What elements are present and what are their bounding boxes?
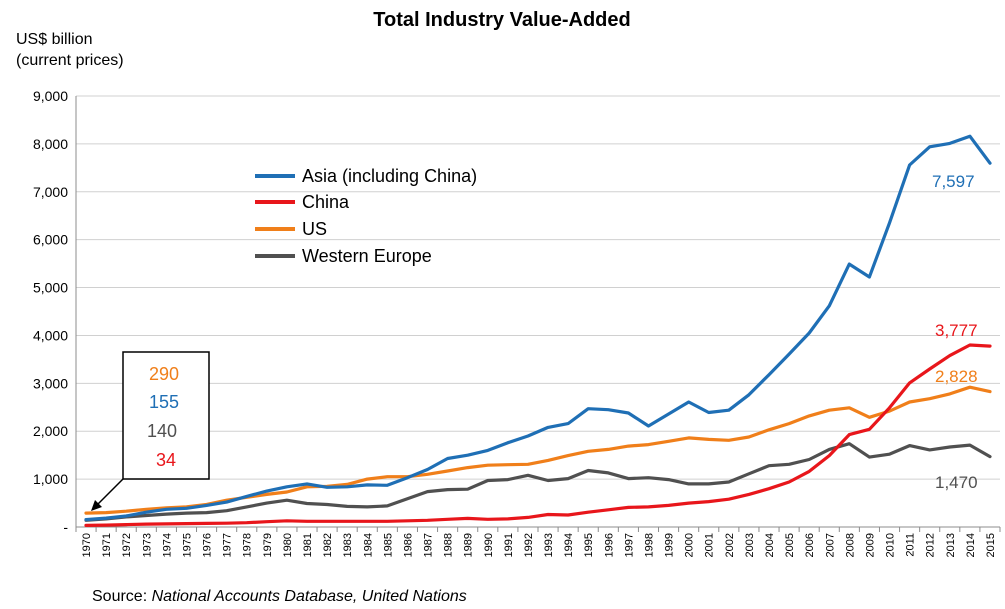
annotation-china-end: 3,777: [935, 321, 978, 340]
x-tick-label: 1978: [242, 533, 254, 557]
y-tick-label: 8,000: [33, 136, 68, 152]
series-line-china: [84, 343, 992, 528]
source-prefix: Source:: [92, 588, 152, 605]
x-tick-label: 1980: [282, 533, 294, 557]
legend-label-china: China: [302, 192, 350, 212]
x-tick-label: 2004: [764, 533, 776, 557]
chart-title: Total Industry Value-Added: [373, 9, 630, 31]
legend-label-asia: Asia (including China): [302, 166, 477, 186]
x-tick-label: 1977: [222, 533, 234, 557]
x-tick-label: 1999: [664, 533, 676, 557]
x-tick-label: 1975: [181, 533, 193, 557]
y-tick-label: 4,000: [33, 327, 68, 343]
x-tick-label: 1998: [643, 533, 655, 557]
y-tick-label: 1,000: [33, 471, 68, 487]
series-line-us: [84, 385, 992, 515]
y-tick-label: -: [63, 519, 68, 535]
y-tick-label: 9,000: [33, 88, 68, 104]
x-tick-label: 2010: [885, 533, 897, 557]
annotation-asia-end: 7,597: [932, 172, 975, 191]
y-tick-label: 6,000: [33, 232, 68, 248]
x-tick-label: 1979: [262, 533, 274, 557]
x-tick-label: 1991: [503, 533, 515, 557]
x-tick-label: 1990: [483, 533, 495, 557]
x-tick-label: 1983: [342, 533, 354, 557]
x-tick-label: 1970: [81, 533, 93, 557]
series-lines: [84, 134, 992, 528]
x-tick-label: 1994: [563, 533, 575, 557]
callout-arrow-line: [94, 478, 124, 508]
callout-value-china: 34: [156, 450, 176, 470]
legend: Asia (including China) China US Western …: [255, 166, 477, 266]
x-tick-label: 2003: [744, 533, 756, 557]
x-tick-label: 1987: [423, 533, 435, 557]
x-tick-label: 1971: [101, 533, 113, 557]
y-tick-label: 3,000: [33, 375, 68, 391]
x-tick-label: 1984: [362, 533, 374, 557]
x-tick-label: 2015: [985, 533, 997, 557]
x-tick-label: 1981: [302, 533, 314, 557]
x-tick-label: 2014: [965, 533, 977, 557]
y-tick-label: 5,000: [33, 280, 68, 296]
series-line-western-europe: [84, 442, 992, 522]
x-tick-label: 2000: [684, 533, 696, 557]
annotation-we-end: 1,470: [935, 473, 978, 492]
x-tick-label: 1996: [603, 533, 615, 557]
x-tick-label: 1995: [583, 533, 595, 557]
callout-box: [122, 351, 210, 480]
start-values-callout: 290 155 140 34: [91, 351, 210, 511]
x-tick-label: 2009: [864, 533, 876, 557]
callout-value-us: 290: [149, 364, 179, 384]
x-tick-label: 1989: [463, 533, 475, 557]
x-tick-label: 1973: [141, 533, 153, 557]
y-axis-label-line2: (current prices): [16, 52, 124, 69]
y-axis-label-line1: US$ billion: [16, 31, 92, 48]
x-tick-label: 1993: [543, 533, 555, 557]
callout-arrow-head: [91, 500, 102, 511]
series-line-asia-including-china: [84, 134, 992, 522]
source-note: Source: National Accounts Database, Unit…: [92, 588, 467, 605]
legend-label-us: US: [302, 219, 327, 239]
y-tick-labels: - 1,000 2,000 3,000 4,000 5,000 6,000 7,000 8,00…: [33, 88, 68, 535]
x-tick-label: 1985: [382, 533, 394, 557]
x-tick-label: 2002: [724, 533, 736, 557]
legend-label-western-europe: Western Europe: [302, 246, 432, 266]
callout-value-asia: 155: [149, 392, 179, 412]
x-tick-label: 2007: [824, 533, 836, 557]
y-tick-label: 7,000: [33, 184, 68, 200]
y-tick-label: 2,000: [33, 423, 68, 439]
x-tick-label: 2006: [804, 533, 816, 557]
x-tick-label: 1982: [322, 533, 334, 557]
x-tick-label: 2013: [945, 533, 957, 557]
x-tick-label: 1992: [523, 533, 535, 557]
x-tick-label: 2001: [704, 533, 716, 557]
source-name: National Accounts Database, United Natio…: [152, 588, 467, 605]
x-tick-label: 2005: [784, 533, 796, 557]
x-tick-label: 2012: [925, 533, 937, 557]
x-tick-label: 1986: [402, 533, 414, 557]
x-tick-label: 2011: [905, 533, 917, 557]
x-tick-label: 2008: [844, 533, 856, 557]
x-tick-label: 1974: [161, 533, 173, 557]
callout-value-western-europe: 140: [147, 421, 177, 441]
x-tick-label: 1976: [202, 533, 214, 557]
x-tick-label: 1997: [623, 533, 635, 557]
annotation-us-end: 2,828: [935, 367, 978, 386]
x-tick-label: 1988: [443, 533, 455, 557]
x-tick-label: 1972: [121, 533, 133, 557]
x-tick-labels: 1970 1971 1972 1973 1974 1975 1976 1977 1978 1979…: [81, 533, 997, 557]
gridlines: [75, 95, 1001, 532]
